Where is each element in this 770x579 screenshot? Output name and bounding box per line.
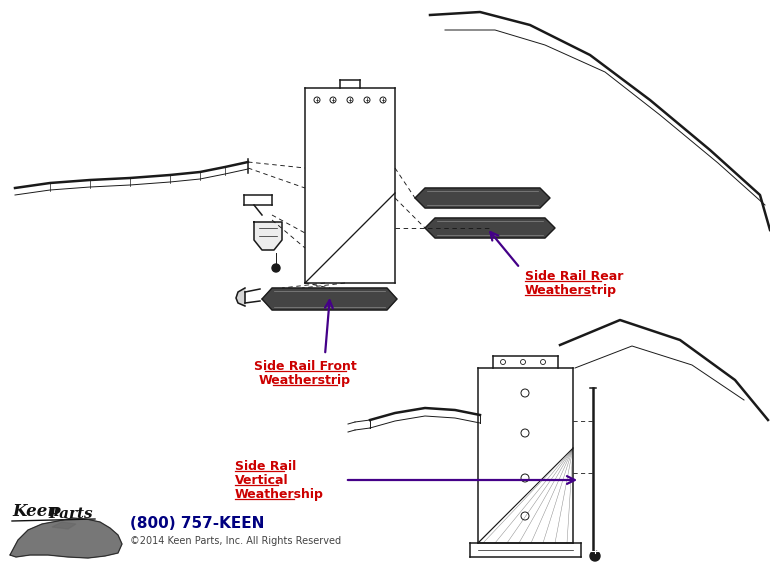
Circle shape xyxy=(590,551,600,561)
Polygon shape xyxy=(425,218,555,238)
Text: Keen: Keen xyxy=(12,503,59,520)
Polygon shape xyxy=(254,222,282,250)
Text: Weatherstrip: Weatherstrip xyxy=(525,284,617,297)
Polygon shape xyxy=(415,188,550,208)
Text: Side Rail Front: Side Rail Front xyxy=(253,360,357,373)
Polygon shape xyxy=(52,522,76,529)
Polygon shape xyxy=(236,288,245,306)
Circle shape xyxy=(272,264,280,272)
Text: Parts: Parts xyxy=(48,507,92,521)
Text: ©2014 Keen Parts, Inc. All Rights Reserved: ©2014 Keen Parts, Inc. All Rights Reserv… xyxy=(130,536,341,546)
Text: (800) 757-KEEN: (800) 757-KEEN xyxy=(130,516,264,531)
Text: Weatherstrip: Weatherstrip xyxy=(259,374,351,387)
Text: Side Rail Rear: Side Rail Rear xyxy=(525,270,624,283)
Text: Side Rail: Side Rail xyxy=(235,460,296,473)
Polygon shape xyxy=(262,288,397,310)
Text: Weathership: Weathership xyxy=(235,488,324,501)
Text: Vertical: Vertical xyxy=(235,474,289,487)
Polygon shape xyxy=(10,518,122,558)
